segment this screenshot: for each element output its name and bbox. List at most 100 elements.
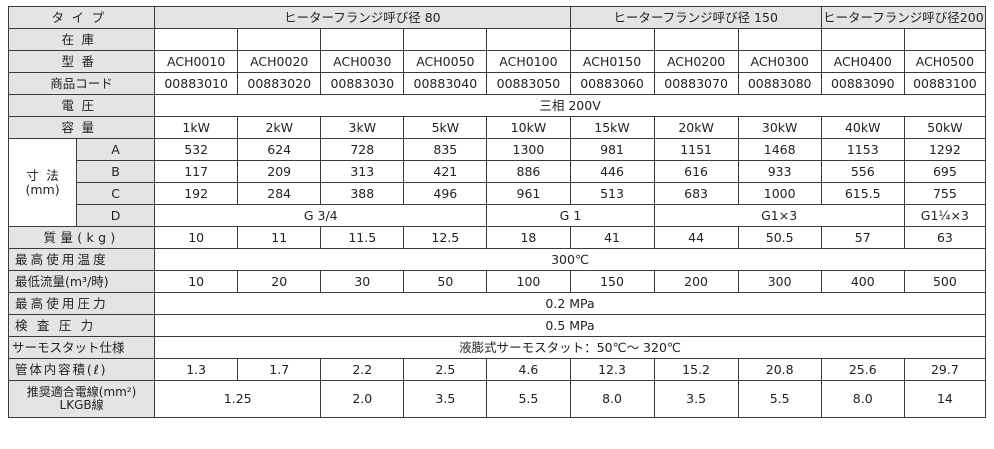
dim-d-label: D <box>76 204 156 227</box>
stock-cell <box>569 28 655 51</box>
wire-cell: 8.0 <box>569 380 655 418</box>
min-flow-cell: 500 <box>903 270 987 293</box>
capacity-cell: 15kW <box>569 116 655 139</box>
capacity-cell: 40kW <box>820 116 905 139</box>
dim-a-cell: 981 <box>569 138 655 161</box>
capacity-cell: 3kW <box>320 116 405 139</box>
capacity-cell: 10kW <box>486 116 571 139</box>
volume-row: 管体内容積(ℓ) 1.3 1.7 2.2 2.5 4.6 12.3 15.2 2… <box>7 358 987 381</box>
model-cell: ACH0100 <box>486 50 571 73</box>
stock-cell <box>237 28 322 51</box>
wire-cell: 1.25 <box>154 380 322 418</box>
dim-c-cell: 192 <box>154 182 239 205</box>
dim-c-cell: 284 <box>237 182 322 205</box>
dim-a-cell: 728 <box>320 138 405 161</box>
volume-cell: 1.7 <box>237 358 322 381</box>
dim-b-cell: 886 <box>486 160 571 183</box>
capacity-cell: 2kW <box>237 116 322 139</box>
dim-a-cell: 1151 <box>653 138 739 161</box>
min-flow-cell: 200 <box>653 270 739 293</box>
weight-cell: 10 <box>154 226 239 249</box>
dims-label: 寸法 <box>26 167 67 183</box>
dim-c-cell: 388 <box>320 182 405 205</box>
code-cell: 00883090 <box>820 72 905 95</box>
dim-b-cell: 209 <box>237 160 322 183</box>
dim-d-cell: G1×3 <box>653 204 905 227</box>
voltage-value: 三相 200V <box>154 94 986 117</box>
wire-cell: 3.5 <box>653 380 739 418</box>
min-flow-cell: 20 <box>237 270 322 293</box>
wire-cell: 8.0 <box>820 380 905 418</box>
stock-row: 在庫 <box>7 28 987 51</box>
dim-b-cell: 117 <box>154 160 239 183</box>
min-flow-cell: 400 <box>820 270 905 293</box>
code-cell: 00883100 <box>903 72 987 95</box>
code-cell: 00883020 <box>237 72 322 95</box>
code-row: 商品コード 00883010 00883020 00883030 0088304… <box>7 72 987 95</box>
weight-cell: 57 <box>820 226 905 249</box>
capacity-cell: 5kW <box>403 116 488 139</box>
code-cell: 00883050 <box>486 72 571 95</box>
spec-table: タイプ ヒーターフランジ呼び径 80 ヒーターフランジ呼び径 150 ヒーターフ… <box>7 6 987 418</box>
dim-d-row: D G 3/4 G 1 G1×3 G1¼×3 <box>9 204 987 227</box>
dim-c-row: C 192 284 388 496 961 513 683 1000 615.5… <box>9 182 987 205</box>
volume-cell: 20.8 <box>737 358 822 381</box>
voltage-row: 電圧 三相 200V <box>7 94 986 117</box>
group-header-200: ヒーターフランジ呼び径200 <box>820 6 987 29</box>
weight-cell: 44 <box>653 226 739 249</box>
code-cell: 00883040 <box>403 72 488 95</box>
dim-b-label: B <box>76 160 156 183</box>
dim-c-label: C <box>76 182 156 205</box>
volume-cell: 12.3 <box>569 358 655 381</box>
dim-c-cell: 513 <box>569 182 655 205</box>
weight-row: 質量(kg) 10 11 11.5 12.5 18 41 44 50.5 57 … <box>7 226 987 249</box>
model-row: 型番 ACH0010 ACH0020 ACH0030 ACH0050 ACH01… <box>7 50 987 73</box>
dim-a-cell: 1468 <box>737 138 822 161</box>
group-header-150: ヒーターフランジ呼び径 150 <box>569 6 822 29</box>
min-flow-cell: 30 <box>320 270 405 293</box>
dim-a-cell: 624 <box>237 138 322 161</box>
dims-group-label: 寸法 (mm) <box>7 138 78 227</box>
volume-cell: 15.2 <box>653 358 739 381</box>
dim-d-cell: G 3/4 <box>154 204 488 227</box>
max-pressure-row: 最高使用圧力 0.2 MPa <box>7 292 986 315</box>
capacity-cell: 30kW <box>737 116 822 139</box>
test-pressure-row: 検査圧力 0.5 MPa <box>7 314 986 337</box>
dim-a-label: A <box>76 138 156 161</box>
wire-cell: 2.0 <box>320 380 405 418</box>
capacity-label: 容量 <box>7 116 156 139</box>
min-flow-row: 最低流量(m³/時) 10 20 30 50 100 150 200 300 4… <box>7 270 987 293</box>
stock-cell <box>154 28 239 51</box>
stock-cell <box>903 28 987 51</box>
volume-cell: 25.6 <box>820 358 905 381</box>
model-cell: ACH0150 <box>569 50 655 73</box>
thermostat-row: サーモスタット仕様 液膨式サーモスタット：50℃～ 320℃ <box>7 336 986 359</box>
dims-unit: (mm) <box>25 181 60 197</box>
dim-a-row: 寸法 (mm) A 532 624 728 835 1300 981 1151 … <box>7 138 987 227</box>
dim-d-cell: G 1 <box>486 204 655 227</box>
weight-cell: 50.5 <box>737 226 822 249</box>
capacity-row: 容量 1kW 2kW 3kW 5kW 10kW 15kW 20kW 30kW 4… <box>7 116 987 139</box>
dim-c-cell: 961 <box>486 182 571 205</box>
dim-b-cell: 933 <box>737 160 822 183</box>
code-cell: 00883080 <box>737 72 822 95</box>
test-pressure-value: 0.5 MPa <box>154 314 986 337</box>
test-pressure-label: 検査圧力 <box>7 314 156 337</box>
max-temp-row: 最高使用温度 300℃ <box>7 248 986 271</box>
dim-a-cell: 1153 <box>820 138 905 161</box>
model-cell: ACH0010 <box>154 50 239 73</box>
stock-cell <box>653 28 739 51</box>
dim-a-cell: 532 <box>154 138 239 161</box>
dim-c-cell: 683 <box>653 182 739 205</box>
type-row: タイプ ヒーターフランジ呼び径 80 ヒーターフランジ呼び径 150 ヒーターフ… <box>7 6 987 29</box>
code-cell: 00883010 <box>154 72 239 95</box>
dim-b-cell: 616 <box>653 160 739 183</box>
wire-cell: 5.5 <box>486 380 571 418</box>
dim-c-cell: 496 <box>403 182 488 205</box>
capacity-cell: 50kW <box>903 116 987 139</box>
volume-cell: 2.2 <box>320 358 405 381</box>
min-flow-cell: 50 <box>403 270 488 293</box>
volume-cell: 4.6 <box>486 358 571 381</box>
model-label: 型番 <box>7 50 156 73</box>
wire-label: 推奨適合電線(mm²) LKGB線 <box>7 380 156 418</box>
